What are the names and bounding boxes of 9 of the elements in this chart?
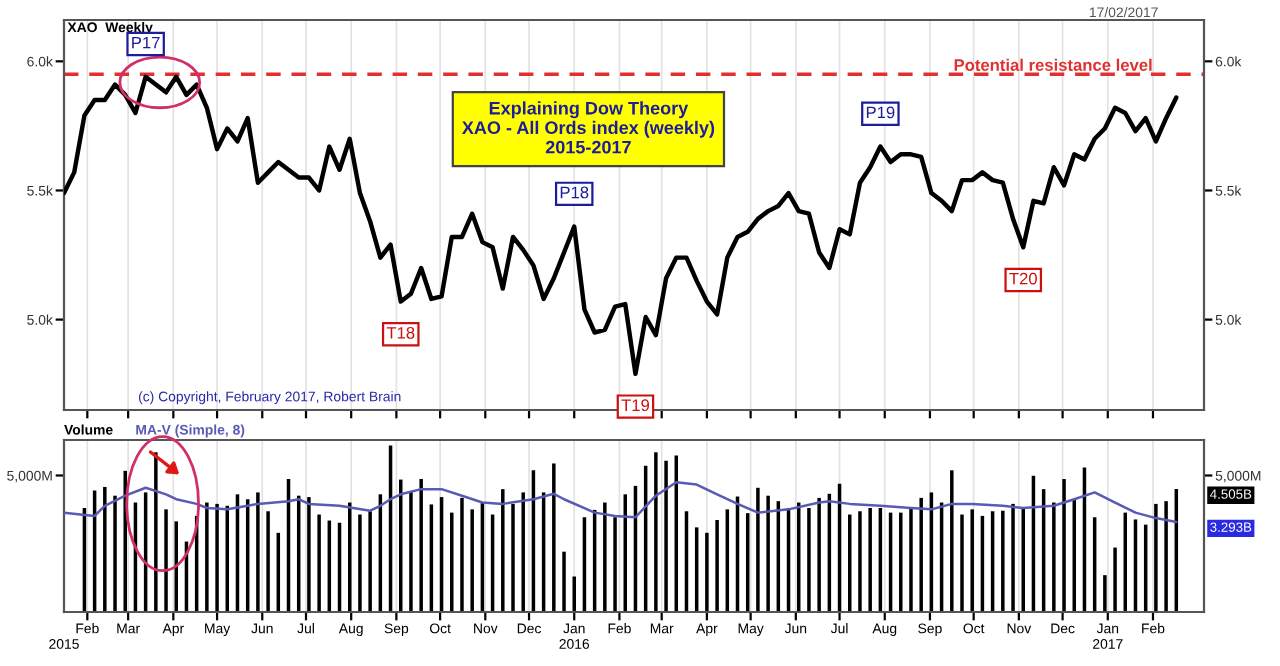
- annotation: T19: [621, 399, 650, 412]
- annotation: P19: [866, 106, 895, 119]
- annotation: P18: [560, 186, 589, 199]
- annotation: T20: [1009, 272, 1037, 285]
- ref-line-label: Potential resistance level: [954, 58, 1152, 71]
- line-series: [64, 481, 1178, 524]
- annotation: P17: [132, 36, 160, 49]
- annotation: T18: [386, 326, 415, 339]
- text: Explaining Dow Theory XAO - All Ords index (weekly) 2015-2017: [461, 101, 715, 154]
